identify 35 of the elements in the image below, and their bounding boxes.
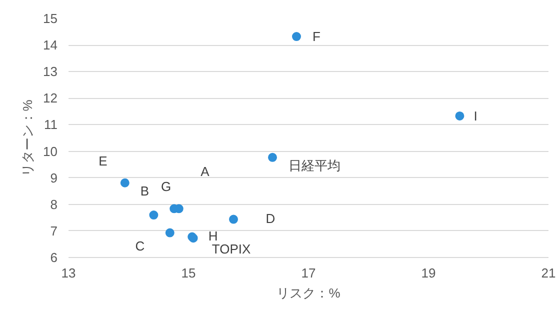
point	[229, 214, 238, 224]
point	[268, 152, 277, 162]
annotation: A	[200, 164, 210, 180]
x-axis-title: リスク：%	[276, 286, 341, 300]
y-tick-label: 15	[43, 11, 58, 26]
point	[455, 111, 464, 120]
annotation: H	[208, 228, 218, 244]
y-tick-label: 8	[50, 196, 58, 212]
y-tick-label: 11	[44, 117, 58, 132]
y-tick-label: 12	[43, 90, 58, 106]
annotation: F	[312, 29, 320, 44]
y-tick-label: 13	[43, 64, 58, 80]
y-tick-label: 10	[43, 144, 58, 159]
x-tick-label: 21	[541, 266, 556, 280]
point	[149, 210, 158, 220]
point	[120, 178, 130, 188]
y-tick-label: 7	[50, 223, 58, 238]
annotation: I	[474, 108, 478, 124]
y-tick-label: 9	[50, 170, 58, 186]
x-tick-label: 15	[181, 266, 196, 280]
x-tick-label: 17	[301, 266, 316, 280]
point	[165, 228, 174, 238]
y-axis-title: リターン：%	[20, 99, 36, 176]
annotation: E	[98, 153, 108, 168]
annotation: C	[135, 238, 145, 254]
x-tick-label: 19	[421, 266, 436, 280]
y-tick-label: 6	[50, 250, 58, 265]
annotation: D	[266, 210, 276, 226]
x-tick-label: 13	[61, 266, 76, 280]
annotation: B	[140, 184, 150, 199]
annotation: 日経平均	[288, 158, 340, 173]
annotation: G	[161, 179, 172, 194]
y-tick-label: 14	[43, 38, 58, 53]
point	[292, 32, 301, 42]
annotation: TOPIX	[212, 242, 252, 257]
